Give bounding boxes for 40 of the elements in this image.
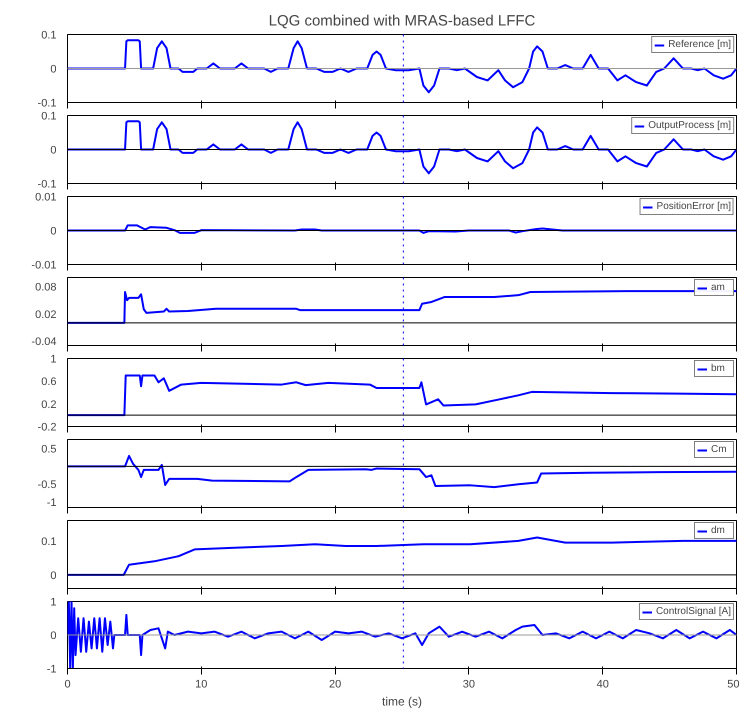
y-tick-label: 0.2 bbox=[41, 398, 57, 411]
y-tick-label: 0.1 bbox=[41, 110, 57, 122]
y-tick-label: 0.08 bbox=[35, 282, 57, 294]
legend-label: Reference [m] bbox=[668, 39, 731, 50]
y-tick-label: 1 bbox=[50, 354, 57, 366]
x-axis-title: time (s) bbox=[382, 694, 422, 708]
legend-label: PositionError [m] bbox=[656, 201, 731, 212]
y-tick-label: 0.1 bbox=[41, 536, 57, 548]
y-tick-label: 0 bbox=[50, 64, 57, 76]
y-tick-label: 0 bbox=[50, 226, 57, 238]
y-tick-label: 0.02 bbox=[35, 308, 57, 321]
y-tick-label: -0.01 bbox=[31, 260, 57, 272]
chart-title: LQG combined with MRAS-based LFFC bbox=[268, 12, 536, 30]
legend-label: am bbox=[711, 282, 726, 293]
x-tick-label: 30 bbox=[462, 678, 476, 690]
y-tick-label: 0.6 bbox=[41, 376, 57, 388]
legend-label: Cm bbox=[711, 444, 728, 455]
legend-label: bm bbox=[711, 363, 726, 374]
y-tick-label: -0.1 bbox=[38, 178, 57, 190]
legend-label: OutputProcess [m] bbox=[648, 120, 731, 131]
y-tick-label: -0.2 bbox=[38, 422, 57, 434]
y-tick-label: -1 bbox=[46, 664, 56, 676]
y-tick-label: 0.5 bbox=[41, 443, 57, 456]
x-tick-label: 40 bbox=[596, 678, 609, 690]
y-tick-label: 0.01 bbox=[35, 192, 57, 204]
y-tick-label: 0 bbox=[50, 570, 57, 582]
x-tick-label: 50 bbox=[727, 678, 739, 690]
legend-label: dm bbox=[711, 525, 726, 536]
x-tick-label: 20 bbox=[328, 678, 342, 690]
legend-label: ControlSignal [A] bbox=[656, 606, 731, 617]
y-tick-label: -0.04 bbox=[31, 336, 57, 348]
y-tick-label: -0.1 bbox=[38, 98, 57, 110]
y-tick-label: 0 bbox=[50, 630, 57, 642]
y-tick-label: 0.1 bbox=[41, 30, 57, 42]
x-tick-label: 10 bbox=[195, 678, 208, 690]
y-tick-label: -1 bbox=[46, 497, 56, 510]
y-tick-label: 0 bbox=[50, 144, 57, 156]
x-tick-label: 0 bbox=[64, 678, 71, 690]
y-tick-label: -0.5 bbox=[38, 479, 57, 492]
y-tick-label: 1 bbox=[50, 596, 57, 608]
